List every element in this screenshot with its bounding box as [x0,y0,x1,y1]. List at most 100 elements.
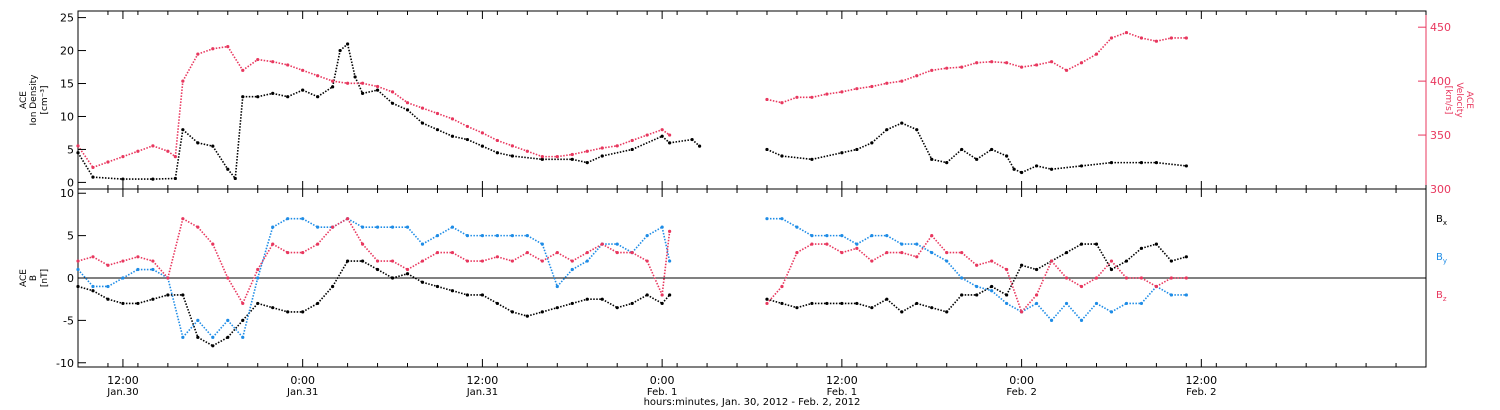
field-trace [167,277,184,338]
density-trace [886,122,903,131]
density-trace [976,148,993,161]
density-trace [1156,161,1187,167]
velocity-point [668,133,672,137]
field-trace [1050,302,1068,321]
top-panel-frame [77,10,1427,190]
field-trace [1156,285,1172,296]
field-trace [631,235,648,254]
field-trace [241,277,259,338]
field-trace [631,294,648,305]
field-trace [302,302,319,313]
field-trace [871,251,888,262]
field-tick-label: -10 [56,357,74,370]
velocity-trace [107,155,124,163]
density-trace [272,92,288,98]
velocity-trace [886,80,902,85]
field-trace [601,298,618,309]
field-trace [1096,302,1112,313]
density-trace [512,155,543,161]
field-trace [1065,302,1083,321]
density-trace [1036,165,1052,171]
field-trace [452,251,468,262]
field-trace [347,217,363,228]
time-tick-label: 12:00 [107,374,139,387]
field-trace [661,294,671,304]
density-trace [901,122,918,131]
density-trace [287,89,303,98]
field-axis-label-line2: B [29,275,39,281]
field-trace [452,289,468,296]
velocity-trace [422,107,438,115]
density-axis: 0 5 10 15 20 25 [60,12,86,189]
field-trace [1005,264,1023,296]
field-trace [526,251,543,262]
velocity-tick-label: 300 [1430,183,1451,196]
density-axis-label-line2: Ion Density [29,74,39,126]
field-trace [152,260,169,279]
velocity-trace [1066,62,1082,72]
field-trace [781,217,798,228]
field-trace [152,294,169,300]
field-trace [242,302,259,321]
density-trace [437,128,453,137]
field-trace [227,277,244,304]
density-trace [856,142,873,151]
time-tick-day: Feb. 2 [1006,387,1036,398]
field-trace [152,268,169,279]
density-trace [317,86,334,98]
field-trace [272,243,289,254]
field-trace [931,235,948,254]
field-trace [1021,302,1037,313]
field-trace [437,285,453,292]
field-trace [1080,302,1098,321]
density-trace [1081,161,1112,167]
density-trace [931,158,947,164]
field-trace [92,290,109,300]
field-trace [332,217,348,228]
field-trace [197,226,214,245]
field-trace [512,311,528,317]
field-trace [182,217,199,228]
field-trace [796,226,813,237]
velocity-trace [437,112,453,120]
field-trace [946,260,963,279]
field-point [1184,276,1188,280]
field-trace [1036,260,1052,271]
field-trace [1155,243,1172,262]
field-trace [916,243,933,254]
field-trace [1156,277,1172,288]
field-trace [556,268,573,288]
velocity-trace [182,53,199,82]
density-trace [302,89,318,98]
field-trace [556,251,573,262]
velocity-point [1184,36,1188,40]
field-axis-label: ACE B [nT] [19,269,50,287]
density-axis-label-line3: [cm⁻³] [40,85,50,114]
legend-bx-label: Bx [1436,214,1447,227]
field-trace [452,226,468,237]
field-trace [331,260,349,287]
field-trace [961,277,978,288]
density-tick-label: 15 [60,78,74,91]
legend-bx-sub: x [1443,219,1447,227]
density-trace [916,129,933,160]
velocity-trace [482,132,498,142]
field-trace [77,256,94,262]
density-trace [152,177,176,180]
density-trace [572,158,588,164]
density-trace [631,135,663,151]
velocity-trace [302,69,318,77]
field-trace [1171,256,1187,262]
field-trace [961,251,978,266]
velocity-trace [362,82,378,88]
field-axis: -10 -5 0 5 10 [56,187,86,370]
velocity-trace [272,60,288,66]
field-trace [1095,243,1113,270]
density-trace [1005,155,1015,170]
legend-by-label: By [1436,252,1447,265]
time-tick-day: Feb. 1 [827,387,857,398]
field-trace [1081,277,1097,288]
density-trace [781,155,812,161]
field-trace [976,285,992,292]
field-trace [1021,294,1038,313]
